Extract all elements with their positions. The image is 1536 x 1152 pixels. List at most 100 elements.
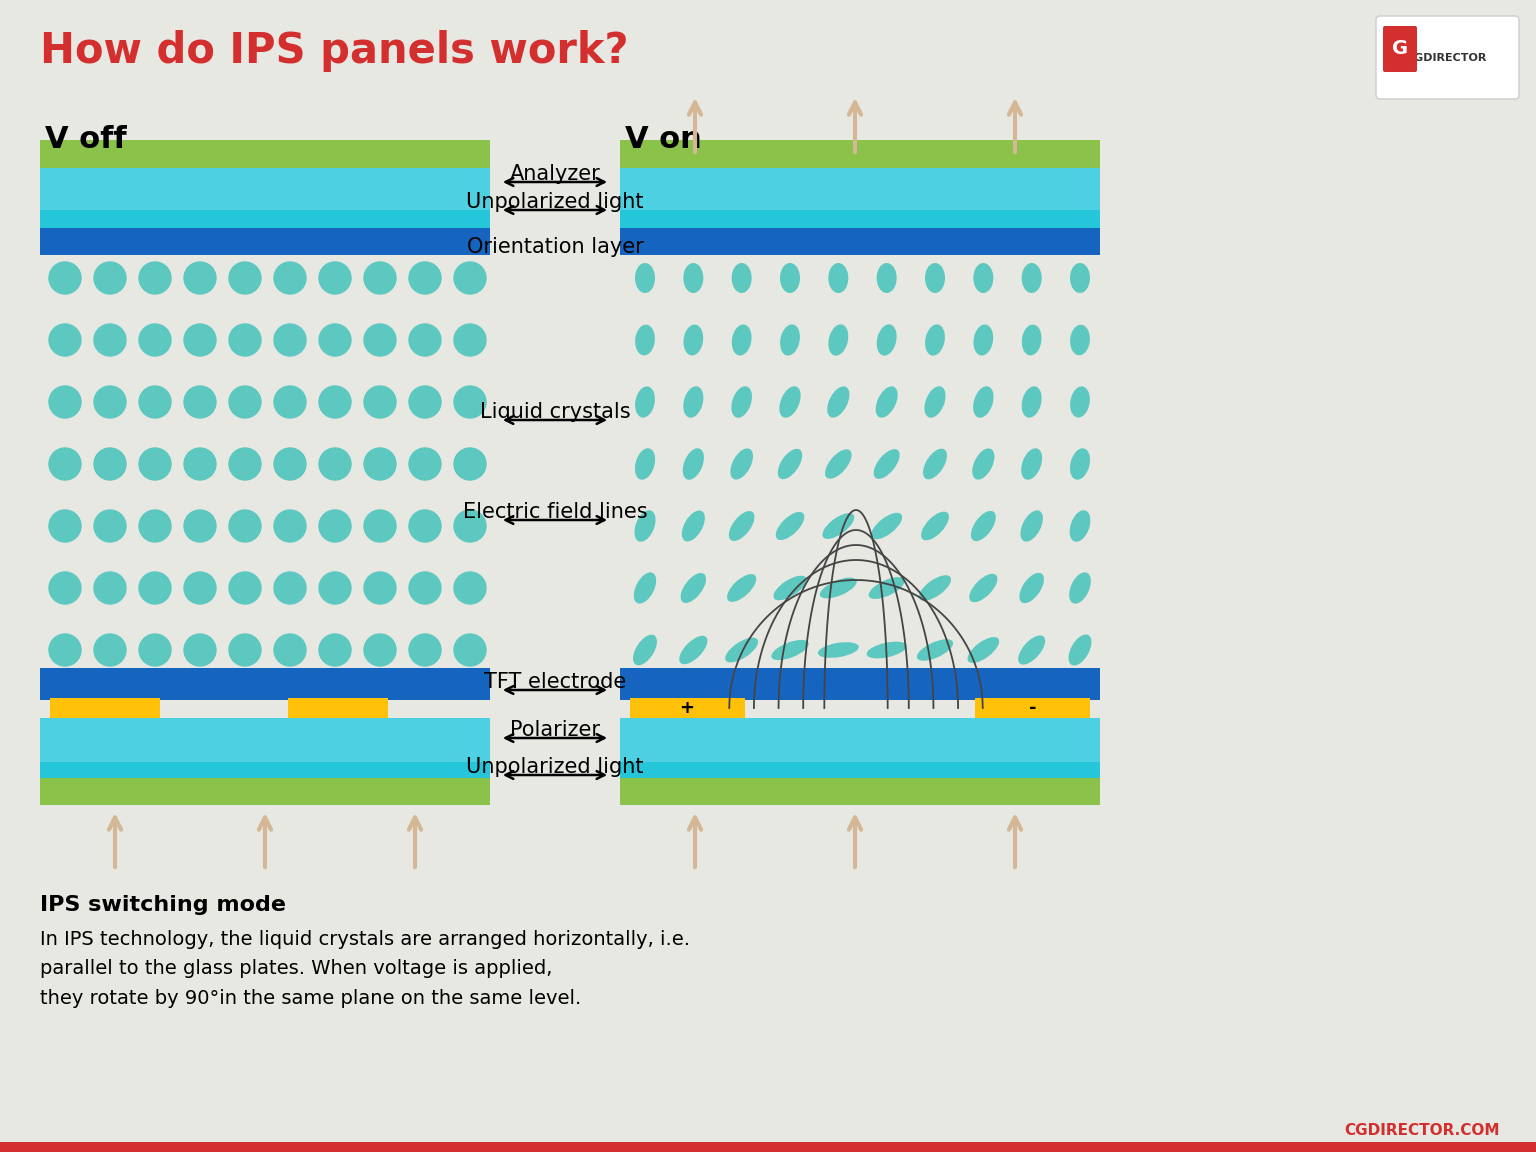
Circle shape [273,324,306,356]
Circle shape [409,324,441,356]
Circle shape [319,634,352,666]
Circle shape [273,510,306,541]
Ellipse shape [922,511,949,540]
Ellipse shape [877,263,897,293]
Text: V off: V off [45,126,126,154]
Ellipse shape [634,386,654,417]
Ellipse shape [828,386,849,418]
Ellipse shape [876,386,897,418]
Text: In IPS technology, the liquid crystals are arranged horizontally, i.e.
parallel : In IPS technology, the liquid crystals a… [40,930,690,1008]
Circle shape [94,510,126,541]
Circle shape [138,634,170,666]
Circle shape [184,386,217,418]
Bar [630,698,745,718]
Circle shape [319,510,352,541]
Ellipse shape [1071,263,1091,293]
Circle shape [49,510,81,541]
Ellipse shape [731,263,751,293]
Circle shape [409,634,441,666]
Ellipse shape [777,449,802,479]
Ellipse shape [974,325,994,356]
Bar [40,778,490,805]
Ellipse shape [634,263,654,293]
Circle shape [138,324,170,356]
Text: Liquid crystals: Liquid crystals [479,402,630,422]
Ellipse shape [1021,263,1041,293]
Bar [975,698,1091,718]
Bar [40,168,490,210]
Ellipse shape [780,325,800,356]
Ellipse shape [1069,573,1091,604]
Ellipse shape [974,263,994,293]
Ellipse shape [1021,386,1041,418]
Ellipse shape [874,449,900,479]
Circle shape [364,262,396,294]
Ellipse shape [825,449,851,479]
Bar [40,761,490,778]
Bar [621,141,1100,168]
Bar [51,698,160,718]
Circle shape [319,386,352,418]
Circle shape [273,573,306,604]
Text: G: G [1392,39,1409,59]
Circle shape [409,386,441,418]
Ellipse shape [682,448,703,479]
Ellipse shape [1021,325,1041,356]
Text: Electric field lines: Electric field lines [462,502,647,522]
Circle shape [49,386,81,418]
Ellipse shape [779,386,800,418]
Circle shape [49,634,81,666]
Circle shape [94,448,126,480]
Circle shape [273,448,306,480]
Circle shape [229,386,261,418]
Ellipse shape [917,639,954,661]
Ellipse shape [820,577,857,598]
Circle shape [319,448,352,480]
Text: Analyzer: Analyzer [510,164,601,184]
Ellipse shape [869,577,905,599]
Ellipse shape [725,637,759,662]
Ellipse shape [828,263,848,293]
Ellipse shape [730,511,754,541]
Circle shape [138,510,170,541]
Ellipse shape [680,573,707,602]
Circle shape [49,573,81,604]
Bar [40,718,490,761]
Ellipse shape [871,513,902,539]
Ellipse shape [633,635,657,666]
Circle shape [94,262,126,294]
Bar [40,668,490,700]
Circle shape [229,634,261,666]
Circle shape [455,634,485,666]
Bar [621,761,1100,778]
Bar [621,168,1100,210]
Bar [621,668,1100,700]
Ellipse shape [828,325,848,356]
Ellipse shape [730,448,753,479]
Ellipse shape [972,448,994,479]
Ellipse shape [925,386,946,418]
Ellipse shape [1020,510,1043,541]
Ellipse shape [774,576,806,600]
Ellipse shape [682,510,705,541]
Circle shape [273,262,306,294]
Bar [621,778,1100,805]
Text: CGDIRECTOR.COM: CGDIRECTOR.COM [1344,1123,1501,1138]
Ellipse shape [731,325,751,356]
Ellipse shape [1020,573,1044,604]
Circle shape [229,573,261,604]
Text: How do IPS panels work?: How do IPS panels work? [40,30,628,71]
Circle shape [273,634,306,666]
Ellipse shape [1018,636,1044,665]
Ellipse shape [684,386,703,418]
Circle shape [184,634,217,666]
Circle shape [319,262,352,294]
Circle shape [364,510,396,541]
Text: Orientation layer: Orientation layer [467,237,644,257]
Ellipse shape [771,639,808,660]
Circle shape [184,573,217,604]
Ellipse shape [634,573,656,604]
Text: V on: V on [625,126,702,154]
Circle shape [409,573,441,604]
Circle shape [49,324,81,356]
